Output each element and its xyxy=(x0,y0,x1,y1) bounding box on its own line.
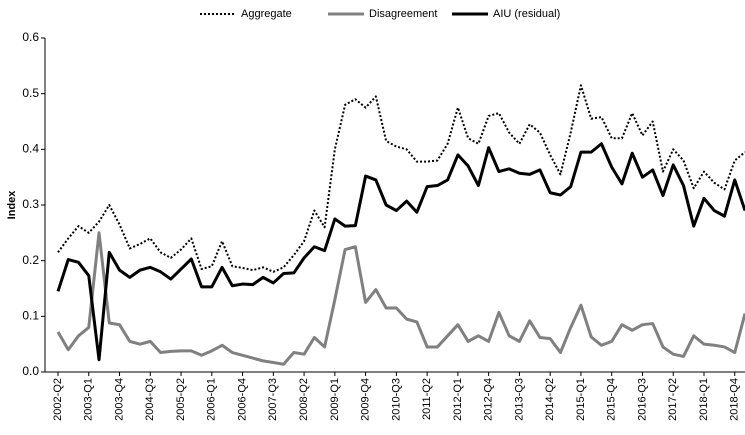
x-tick-label: 2017-Q2 xyxy=(667,378,679,421)
x-tick-label: 2018-Q4 xyxy=(729,378,741,421)
x-tick-label: 2009-Q1 xyxy=(329,378,341,421)
x-tick-label: 2012-Q4 xyxy=(483,378,495,421)
legend-label: AIU (residual) xyxy=(493,8,560,20)
legend-label: Disagreement xyxy=(369,8,437,20)
legend-label: Aggregate xyxy=(241,8,292,20)
x-tick-label: 2002-Q2 xyxy=(52,378,64,421)
y-tick-label: 0.3 xyxy=(22,197,39,211)
x-tick-label: 2012-Q1 xyxy=(452,378,464,421)
x-tick-label: 2006-Q4 xyxy=(236,378,248,421)
y-tick-label: 0.2 xyxy=(22,253,39,267)
x-tick-label: 2008-Q2 xyxy=(298,378,310,421)
y-tick-label: 0.1 xyxy=(22,309,39,323)
x-tick-label: 2005-Q2 xyxy=(175,378,187,421)
x-tick-label: 2003-Q4 xyxy=(113,378,125,421)
x-tick-label: 2004-Q3 xyxy=(144,378,156,421)
y-tick-label: 0.6 xyxy=(22,30,39,44)
x-tick-label: 2015-Q1 xyxy=(575,378,587,421)
x-tick-label: 2007-Q3 xyxy=(267,378,279,421)
x-tick-label: 2014-Q2 xyxy=(544,378,556,421)
series-line xyxy=(56,142,745,362)
x-tick-label: 2015-Q4 xyxy=(606,378,618,421)
x-tick-label: 2011-Q2 xyxy=(421,378,433,420)
x-tick-label: 2006-Q1 xyxy=(206,378,218,421)
x-tick-label: 2009-Q4 xyxy=(360,378,372,421)
x-tick-label: 2013-Q3 xyxy=(513,378,525,421)
y-tick-label: 0.0 xyxy=(22,364,39,378)
x-tick-label: 2018-Q1 xyxy=(698,378,710,421)
y-axis-label: Index xyxy=(6,190,18,220)
y-tick-label: 0.5 xyxy=(22,86,39,100)
series-line xyxy=(56,231,745,366)
x-tick-label: 2016-Q3 xyxy=(636,378,648,421)
x-tick-label: 2010-Q3 xyxy=(390,378,402,421)
y-tick-label: 0.4 xyxy=(22,142,39,156)
x-tick-label: 2003-Q1 xyxy=(83,378,95,421)
